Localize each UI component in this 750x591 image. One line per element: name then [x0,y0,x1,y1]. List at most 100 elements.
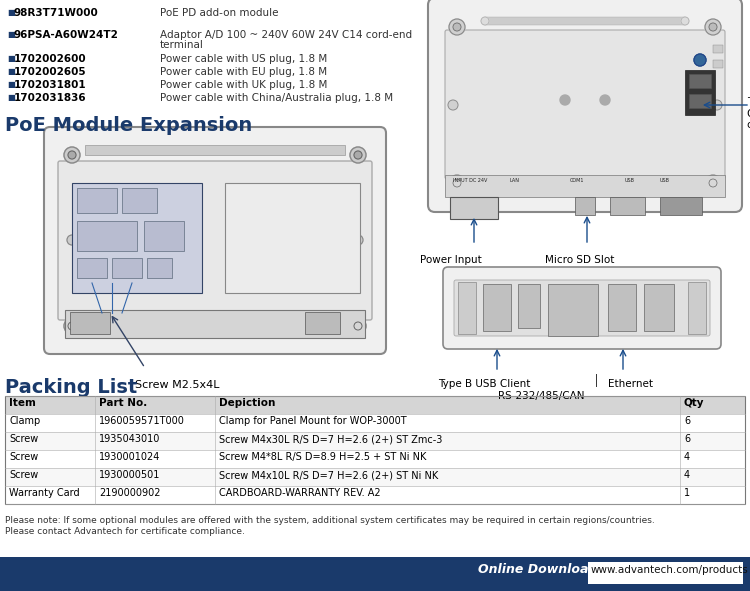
Bar [575,197,595,215]
Circle shape [712,100,722,110]
Bar [122,188,157,213]
Text: Please contact Advantech for certificate compliance.: Please contact Advantech for certificate… [5,527,244,536]
Text: Type B USB Client: Type B USB Client [438,379,530,389]
Text: Screw: Screw [9,452,38,462]
Text: 1930000501: 1930000501 [99,470,160,480]
Circle shape [709,23,717,31]
FancyBboxPatch shape [44,127,386,354]
Circle shape [64,318,80,334]
Circle shape [350,147,366,163]
Bar [144,221,184,251]
Bar [77,188,117,213]
Text: 1702002600: 1702002600 [14,54,86,64]
Bar [0,557,750,591]
Text: 1: 1 [684,488,690,498]
Text: Option: Audio line ou: Option: Audio line ou [747,109,750,119]
Text: 4: 4 [684,452,690,462]
FancyBboxPatch shape [428,0,742,212]
Text: PoE PD add-on module: PoE PD add-on module [160,8,278,18]
Bar [225,183,360,293]
Text: ■: ■ [7,67,15,76]
Circle shape [560,95,570,105]
Text: 2190000902: 2190000902 [99,488,160,498]
Text: Power cable with UK plug, 1.8 M: Power cable with UK plug, 1.8 M [160,80,327,90]
Text: 1702031836: 1702031836 [14,93,86,103]
Text: Adaptor A/D 100 ~ 240V 60W 24V C14 cord-end: Adaptor A/D 100 ~ 240V 60W 24V C14 cord-… [160,30,413,40]
Bar [147,258,172,278]
Bar [450,197,498,219]
Text: Type A USB Host: Type A USB Host [747,97,750,107]
Bar [548,284,598,336]
Bar [713,60,723,68]
Bar [5,468,745,486]
Text: PoE Module Expansion: PoE Module Expansion [5,116,252,135]
Text: 1702002605: 1702002605 [14,67,86,77]
Bar [112,258,142,278]
Text: 96PSA-A60W24T2: 96PSA-A60W24T2 [14,30,119,40]
Text: 6: 6 [684,434,690,444]
Text: ■: ■ [7,80,15,89]
Circle shape [694,54,706,66]
Text: USB: USB [660,178,670,183]
Text: USB: USB [625,178,635,183]
Circle shape [453,179,461,187]
Circle shape [354,151,362,159]
FancyBboxPatch shape [443,267,721,349]
Text: can be customized: can be customized [747,120,750,130]
Text: Screw: Screw [9,434,38,444]
Text: 1960059571T000: 1960059571T000 [99,416,184,426]
Bar [688,282,706,334]
Bar [689,94,711,108]
Bar [610,197,645,215]
Bar [483,284,511,331]
Text: Warranty Card: Warranty Card [9,488,80,498]
Circle shape [453,23,461,31]
Text: + − +: + − + [455,190,472,195]
Text: 4: 4 [684,470,690,480]
Bar [5,432,745,450]
Bar [458,282,476,334]
Text: Clamp for Panel Mount for WOP-3000T: Clamp for Panel Mount for WOP-3000T [219,416,406,426]
Text: CARDBOARD-WARRANTY REV. A2: CARDBOARD-WARRANTY REV. A2 [219,488,380,498]
Circle shape [64,147,80,163]
Text: ■: ■ [7,93,15,102]
Text: ■: ■ [7,54,15,63]
Text: Power cable with China/Australia plug, 1.8 M: Power cable with China/Australia plug, 1… [160,93,393,103]
Circle shape [449,19,465,35]
Bar [689,74,711,88]
Circle shape [449,175,465,191]
Text: RS-232/485/CAN: RS-232/485/CAN [498,391,584,401]
Circle shape [681,17,689,25]
Text: Packing List: Packing List [5,378,137,397]
Text: Screw: Screw [9,470,38,480]
Text: www.advantech.com/products: www.advantech.com/products [591,565,748,575]
Bar [5,486,745,504]
Text: INPUT DC 24V: INPUT DC 24V [453,178,488,183]
Bar [644,284,674,331]
Circle shape [350,318,366,334]
Bar [713,45,723,53]
Bar [518,284,540,328]
Bar [588,562,743,584]
Text: Screw M4x30L R/S D=7 H=2.6 (2+) ST Zmc-3: Screw M4x30L R/S D=7 H=2.6 (2+) ST Zmc-3 [219,434,442,444]
Text: terminal: terminal [160,40,204,50]
Circle shape [448,100,458,110]
Bar [485,17,685,25]
Bar [85,145,345,155]
Text: Power cable with EU plug, 1.8 M: Power cable with EU plug, 1.8 M [160,67,327,77]
FancyBboxPatch shape [454,280,710,336]
Bar [608,284,636,331]
Bar [65,310,365,338]
Bar [5,396,745,504]
Circle shape [705,19,721,35]
FancyBboxPatch shape [445,30,725,179]
Text: ■: ■ [7,30,15,39]
Circle shape [481,17,489,25]
Text: 6: 6 [684,416,690,426]
Text: Screw M4*8L R/S D=8.9 H=2.5 + ST Ni NK: Screw M4*8L R/S D=8.9 H=2.5 + ST Ni NK [219,452,426,462]
Text: Power Input: Power Input [420,255,482,265]
Text: Ethernet: Ethernet [608,379,653,389]
Text: COM1: COM1 [570,178,584,183]
Circle shape [354,322,362,330]
Bar [77,221,137,251]
